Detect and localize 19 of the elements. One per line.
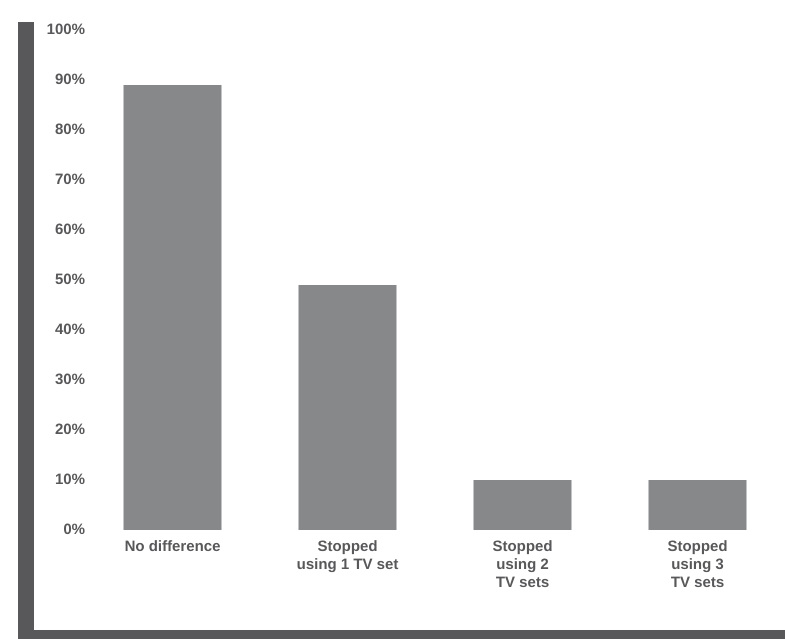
y-tick-label: 80% [54, 121, 85, 138]
bar [474, 480, 572, 530]
bar [298, 285, 396, 530]
y-tick-label: 60% [54, 221, 85, 238]
y-tick-label: 40% [54, 321, 85, 338]
y-tick-label: 90% [54, 71, 85, 88]
y-tick-label: 50% [54, 271, 85, 288]
bar [648, 480, 746, 530]
x-tick-label: Stopped using 2 TV sets [492, 538, 552, 592]
x-tick-label: No difference [124, 538, 220, 556]
x-tick-label: Stopped using 3 TV sets [668, 538, 728, 592]
bar [124, 85, 222, 530]
y-tick-label: 0% [63, 521, 85, 538]
y-tick-label: 70% [54, 171, 85, 188]
y-tick-label: 10% [54, 471, 85, 488]
y-tick-label: 20% [54, 421, 85, 438]
y-tick-label: 100% [46, 21, 85, 38]
x-tick-label: Stopped using 1 TV set [296, 538, 398, 574]
y-tick-label: 30% [54, 371, 85, 388]
